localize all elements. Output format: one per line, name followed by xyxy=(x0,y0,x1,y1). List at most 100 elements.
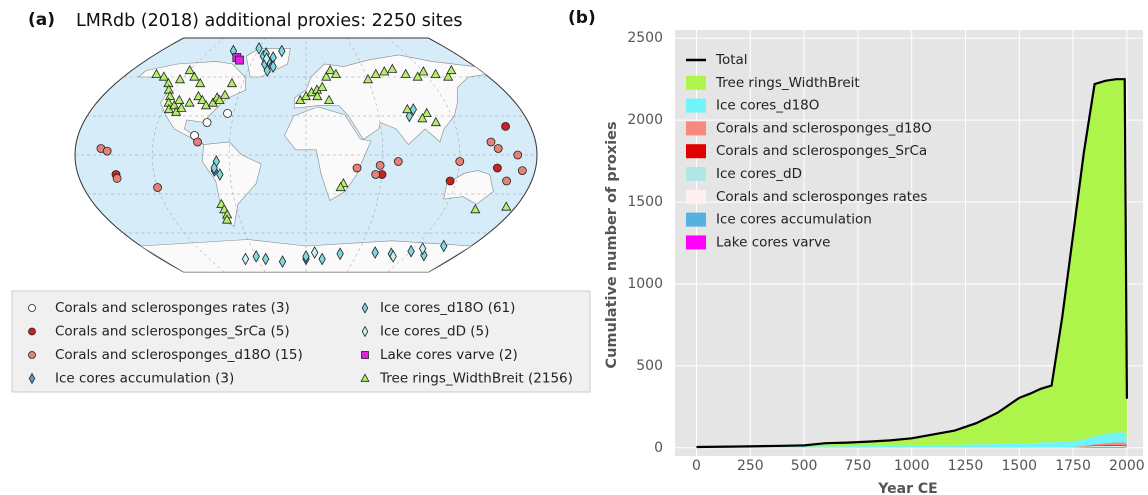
legend-box xyxy=(11,290,591,393)
site-marker xyxy=(310,246,319,259)
legend-label: Corals and sclerosponges_SrCa xyxy=(716,143,927,159)
site-marker xyxy=(317,81,328,91)
site-marker xyxy=(193,90,204,101)
legend-patch xyxy=(686,189,706,204)
legend-marker xyxy=(361,302,369,314)
site-marker xyxy=(174,73,186,84)
graticule xyxy=(228,37,266,273)
legend-patch xyxy=(686,235,706,250)
legend-label: Ice cores_dD xyxy=(716,166,802,182)
site-marker xyxy=(263,64,271,77)
legend-label: Tree rings_WidthBreit (2156) xyxy=(379,371,573,387)
graticule xyxy=(151,37,225,273)
site-marker xyxy=(158,71,169,81)
site-marker xyxy=(235,55,244,65)
site-marker xyxy=(207,97,218,107)
legend-label: Corals and sclerosponges rates xyxy=(716,189,927,205)
area xyxy=(696,432,1127,448)
site-marker xyxy=(370,68,381,78)
site-marker xyxy=(430,116,441,127)
site-marker xyxy=(176,102,187,112)
site-marker xyxy=(221,214,233,224)
site-marker xyxy=(455,157,465,166)
legend-label: Lake cores varve xyxy=(716,234,830,250)
site-marker xyxy=(202,118,212,127)
area xyxy=(696,79,1127,448)
y-tick-label: 500 xyxy=(636,358,663,374)
site-marker xyxy=(493,144,503,153)
legend-marker xyxy=(28,351,36,359)
site-marker xyxy=(421,107,432,117)
site-marker xyxy=(318,252,326,266)
site-marker xyxy=(195,77,206,88)
legend-patch xyxy=(686,121,706,136)
site-marker xyxy=(501,122,510,131)
site-marker xyxy=(153,183,162,192)
y-tick-label: 2000 xyxy=(627,112,663,128)
site-marker xyxy=(219,89,231,99)
legend-marker xyxy=(28,327,36,336)
legend-label: Ice cores_dD (5) xyxy=(380,324,489,340)
site-marker xyxy=(269,60,277,74)
site-marker xyxy=(262,52,271,66)
legend-label: Ice cores_d18O (61) xyxy=(380,300,515,316)
panel-label: (b) xyxy=(568,8,596,28)
site-marker xyxy=(278,44,286,58)
site-marker xyxy=(335,181,346,192)
legend-label: Ice cores accumulation (3) xyxy=(55,371,234,387)
site-marker xyxy=(352,163,362,173)
site-marker xyxy=(402,103,413,114)
x-axis-label: Year CE xyxy=(877,481,937,495)
site-marker xyxy=(184,64,195,75)
site-marker xyxy=(169,99,180,110)
site-marker xyxy=(393,157,403,166)
y-tick-label: 1000 xyxy=(627,276,663,292)
legend-marker xyxy=(360,373,370,382)
site-marker xyxy=(184,97,195,107)
site-marker xyxy=(400,68,411,78)
site-marker xyxy=(446,64,457,75)
site-marker xyxy=(278,255,287,269)
y-tick-label: 0 xyxy=(654,440,663,456)
site-marker xyxy=(336,247,344,261)
legend-label: Lake cores varve (2) xyxy=(380,347,518,363)
line xyxy=(696,78,1128,449)
graticule xyxy=(387,37,461,273)
map-title: LMRdb (2018) additional proxies: 2250 si… xyxy=(76,11,463,31)
site-marker xyxy=(486,137,496,147)
site-marker xyxy=(323,94,335,104)
site-marker xyxy=(241,252,250,266)
site-marker xyxy=(262,252,270,266)
site-marker xyxy=(470,203,481,214)
legend-patch xyxy=(686,75,706,90)
site-marker xyxy=(102,146,112,156)
site-marker xyxy=(302,249,310,263)
legend-patch xyxy=(686,212,706,227)
site-marker xyxy=(200,99,212,110)
site-marker xyxy=(412,71,423,81)
legend-label: Corals and sclerosponges_d18O (15) xyxy=(55,347,303,363)
legend-label: Ice cores accumulation xyxy=(716,212,872,228)
y-tick-label: 2500 xyxy=(627,30,663,46)
site-marker xyxy=(252,249,260,263)
site-marker xyxy=(330,68,341,78)
site-marker xyxy=(151,68,162,78)
site-marker xyxy=(193,137,202,147)
site-marker xyxy=(216,168,224,181)
legend-label: Corals and sclerosponges_SrCa (5) xyxy=(55,324,290,340)
site-marker xyxy=(407,244,415,258)
site-marker xyxy=(389,249,397,263)
legend-marker xyxy=(361,351,369,359)
legend-patch xyxy=(686,98,706,113)
site-marker xyxy=(214,94,225,104)
legend-label: Corals and sclerosponges rates (3) xyxy=(55,300,290,316)
site-marker xyxy=(513,150,523,160)
site-marker xyxy=(501,201,512,211)
site-marker xyxy=(417,112,428,123)
site-marker xyxy=(405,109,414,123)
site-marker xyxy=(445,176,455,186)
x-tick-label: 1750 xyxy=(1055,458,1091,474)
x-tick-label: 1000 xyxy=(894,458,930,474)
legend-label: Ice cores_d18O xyxy=(716,98,819,114)
